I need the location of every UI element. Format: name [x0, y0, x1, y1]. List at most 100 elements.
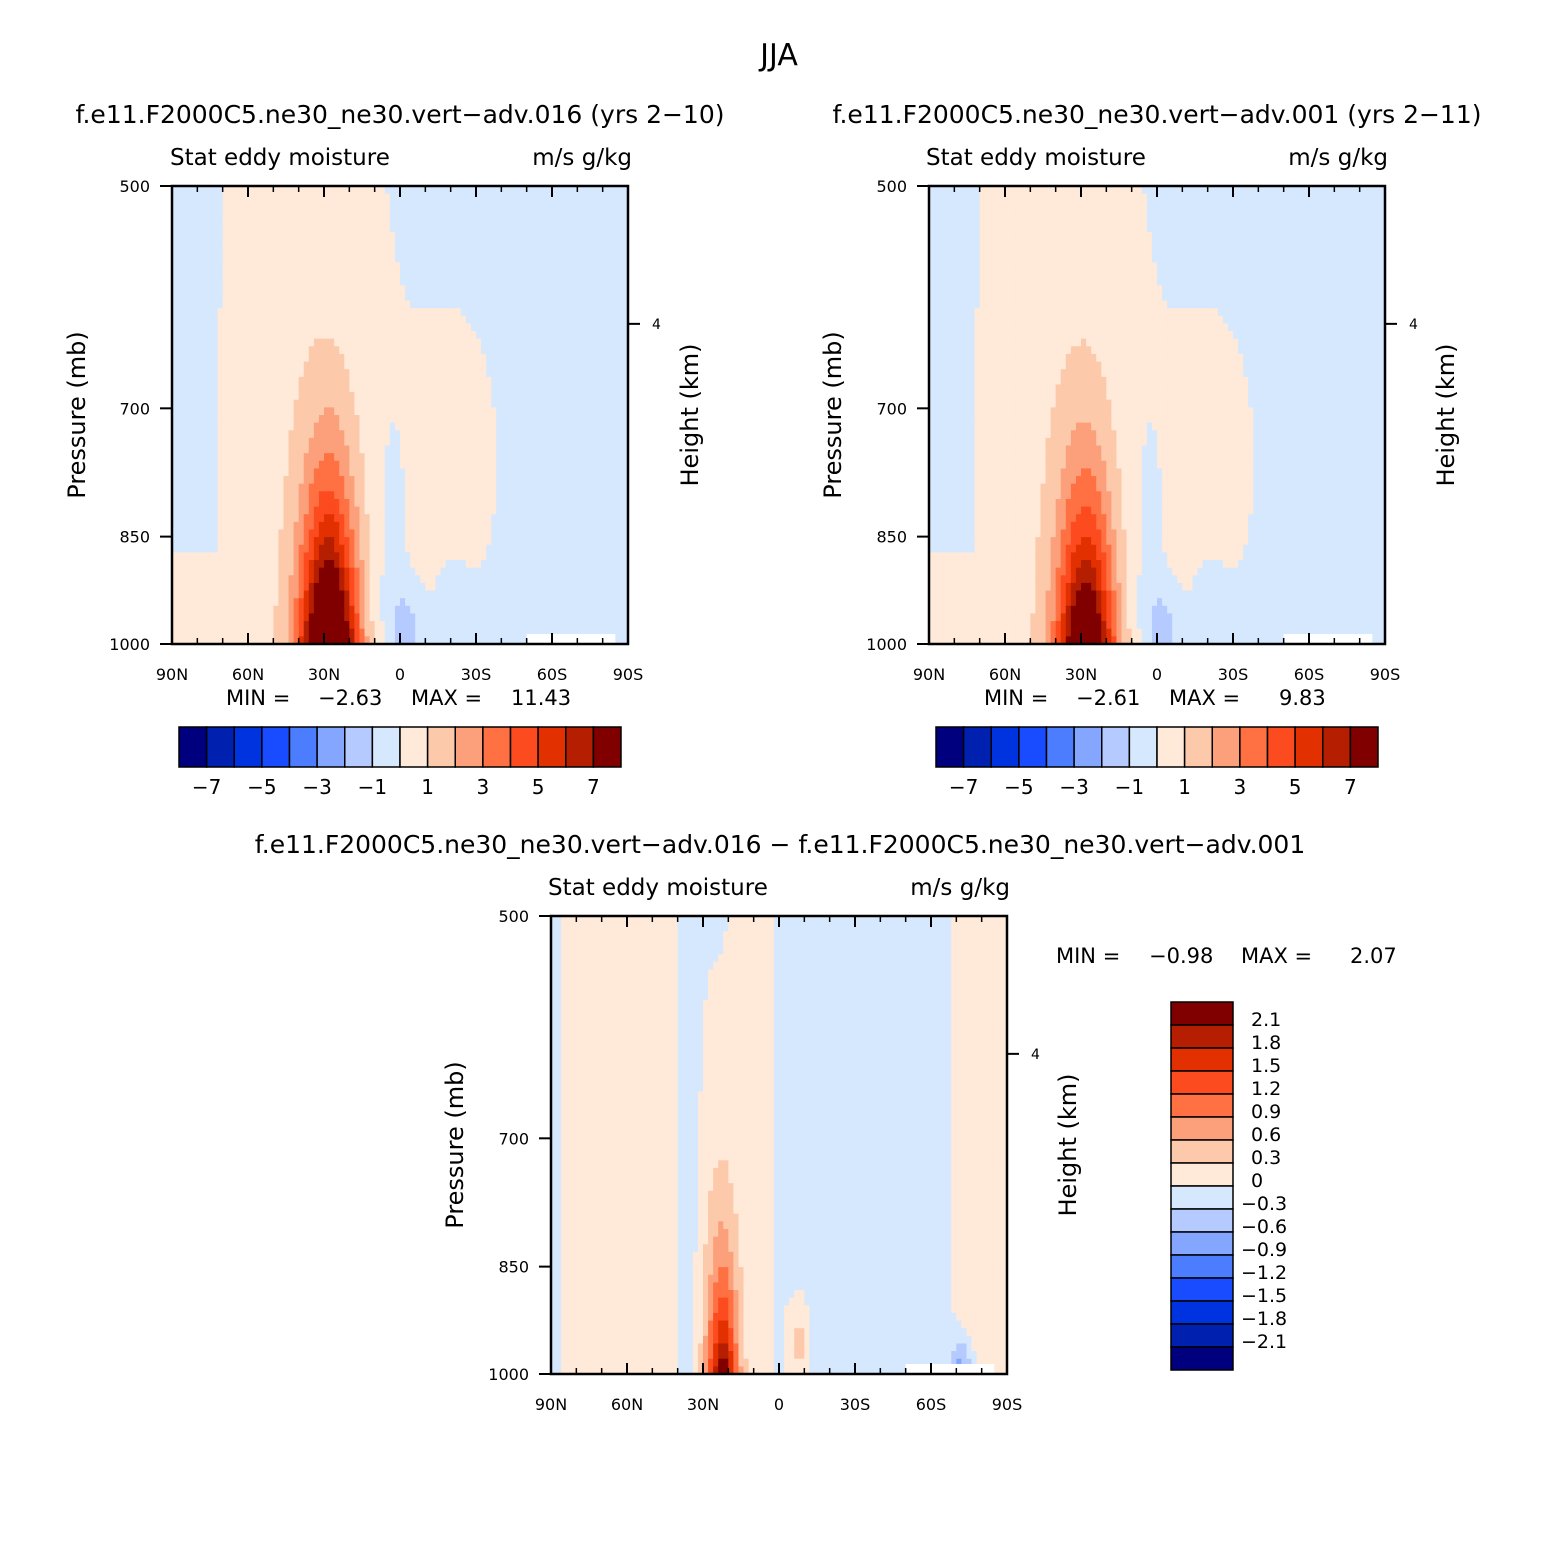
- panel-1-cell: [491, 415, 497, 424]
- panel-1-cell: [577, 437, 583, 447]
- panel-1-cell: [349, 529, 355, 538]
- panel-1-cell: [602, 308, 609, 317]
- panel-1-cell: [531, 437, 538, 447]
- panel-1-cell: [384, 208, 391, 218]
- panel-1-cell: [324, 331, 330, 340]
- panel-1-cell: [334, 407, 340, 416]
- panel-1-cell: [622, 453, 629, 462]
- panel-1-cell: [217, 292, 224, 302]
- panel-1-cell: [263, 399, 269, 408]
- panel-1-cell: [334, 315, 340, 324]
- panel-1-cell: [273, 430, 279, 439]
- panel-1-cell: [577, 277, 583, 286]
- panel-1-cell: [197, 552, 203, 561]
- panel-1-cell: [217, 430, 224, 439]
- panel-1-cell: [293, 498, 300, 508]
- panel-1-cell: [324, 598, 330, 607]
- panel-1-cell: [187, 468, 193, 477]
- panel-1-cell: [536, 208, 543, 218]
- panel-1-cell: [572, 231, 578, 241]
- panel-1-cell: [440, 453, 447, 462]
- panel-1-cell: [339, 376, 345, 386]
- panel-1-cell: [572, 529, 578, 538]
- panel-1-cell: [339, 498, 345, 508]
- panel-1-cell: [349, 331, 355, 340]
- panel-1-cell: [521, 308, 528, 317]
- panel-1-cell: [182, 491, 188, 500]
- panel-1-cell: [476, 392, 482, 401]
- panel-1-cell: [197, 590, 203, 599]
- panel-1-cell: [288, 453, 295, 462]
- panel-1-cell: [354, 231, 361, 241]
- panel-1-cell: [486, 353, 492, 363]
- panel-1-cell: [242, 529, 249, 538]
- panel-1-cell: [288, 437, 295, 447]
- panel-1-cell: [293, 445, 300, 454]
- panel-1-cell: [253, 331, 259, 340]
- panel-1-cell: [400, 361, 406, 370]
- panel-1-cell: [258, 346, 264, 355]
- panel-1-cell: [491, 384, 497, 393]
- panel-1-cell: [288, 224, 295, 233]
- panel-1-cell: [389, 216, 396, 225]
- panel-1-cell: [602, 361, 609, 370]
- panel-1-cell: [450, 338, 457, 347]
- panel-1-cell: [440, 399, 447, 408]
- panel-1-cell: [242, 537, 249, 546]
- panel-1-cell: [531, 277, 538, 286]
- panel-1-cell: [354, 491, 361, 500]
- panel-1-cell: [622, 369, 629, 378]
- panel-1-cell: [303, 422, 310, 431]
- panel-1-cell: [521, 247, 528, 256]
- panel-1-cell: [410, 208, 416, 218]
- panel-1-cell: [521, 521, 528, 531]
- panel-1-cell: [486, 277, 492, 286]
- panel-1-cell: [470, 399, 477, 408]
- panel-1-cell: [445, 399, 452, 408]
- panel-1-cell: [207, 353, 214, 363]
- panel-1-cell: [192, 193, 198, 202]
- panel-1-cell: [293, 239, 300, 248]
- panel-1-cell: [369, 186, 376, 195]
- panel-1-cell: [303, 430, 310, 439]
- panel-1-cell: [582, 476, 589, 485]
- panel-1-cell: [384, 529, 391, 538]
- panel-1-cell: [546, 445, 553, 454]
- panel-1-cell: [536, 575, 543, 584]
- panel-1-cell: [232, 254, 239, 263]
- panel-1-cell: [526, 491, 533, 500]
- panel-1-cell: [602, 560, 609, 569]
- panel-1-cell: [354, 369, 361, 378]
- panel-1-cell: [298, 247, 305, 256]
- panel-1-cell: [622, 224, 629, 233]
- panel-1-cell: [491, 308, 497, 317]
- panel-1-cell: [293, 537, 300, 546]
- panel-1-cell: [313, 308, 320, 317]
- panel-1-cell: [450, 560, 457, 569]
- panel-1-cell: [278, 521, 285, 531]
- panel-1-cell: [187, 331, 193, 340]
- panel-1-cell: [182, 437, 188, 447]
- panel-1-cell: [465, 376, 472, 386]
- panel-1-cell: [313, 529, 320, 538]
- panel-1-cell: [339, 239, 345, 248]
- panel-1-cell: [379, 575, 386, 584]
- panel-1-cell: [552, 208, 558, 218]
- panel-1-cell: [349, 514, 355, 523]
- panel-1-cell: [313, 277, 320, 286]
- panel-1-cell: [440, 460, 447, 470]
- panel-1-cell: [263, 392, 269, 401]
- panel-1-cell: [359, 476, 366, 485]
- panel-1-cell: [597, 300, 604, 309]
- panel-1-cell: [597, 353, 604, 363]
- panel-1-cell: [481, 224, 487, 233]
- panel-1-cell: [273, 552, 279, 561]
- panel-1-cell: [242, 231, 249, 241]
- panel-1-cell: [374, 353, 381, 363]
- panel-1-cell: [298, 460, 305, 470]
- panel-1-cell: [253, 514, 259, 523]
- panel-1-cell: [268, 331, 274, 340]
- panel-1-cell: [541, 239, 548, 248]
- panel-1-cell: [217, 277, 224, 286]
- panel-1-cell: [410, 392, 416, 401]
